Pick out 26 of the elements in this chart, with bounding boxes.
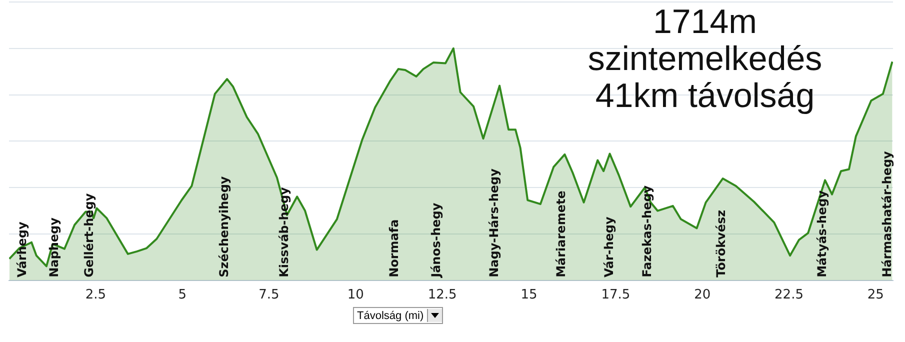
x-tick-label: 12.5 (428, 288, 457, 303)
x-tick-label: 2.5 (85, 288, 106, 303)
x-axis-title: Távolság (mi) (356, 310, 425, 322)
annotation: Fazekas-hegy (640, 185, 654, 278)
annotation: Kissváb-hegy (277, 186, 292, 278)
x-tick-label: 5 (178, 288, 186, 303)
x-tick-label: 22.5 (774, 288, 804, 303)
annotation: Mátyás-hegy (815, 190, 830, 278)
annotation: János-hegy (429, 202, 444, 278)
annotation: 1714m szintemelkedés 41km távolság (586, 3, 824, 115)
annotation: Vár-hegy (602, 216, 616, 278)
annotation: Gellért-hegy (82, 193, 96, 278)
annotation: Nagy-Hárs-hegy (487, 168, 502, 278)
annotation: Normafa (387, 219, 402, 278)
annotation: Széchenyihegy (217, 176, 232, 278)
x-tick-label: 20 (694, 288, 711, 303)
x-tick-label: 17.5 (601, 288, 630, 303)
x-tick-label: 10 (347, 288, 364, 303)
annotation: Hármashatár-hegy (880, 150, 894, 278)
x-tick-label: 15 (520, 288, 538, 303)
annotation: Törökvész (714, 210, 728, 278)
annotation: Máriaremete (554, 190, 568, 278)
x-tick-label: 25 (867, 288, 884, 303)
annotation: Várhegy (15, 221, 30, 278)
x-tick-label: 7.5 (258, 288, 280, 303)
annotation: Naphegy (47, 217, 62, 278)
